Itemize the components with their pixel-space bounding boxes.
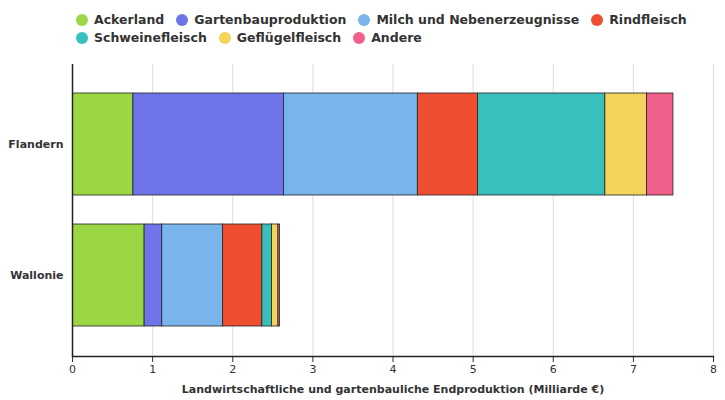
html-text:Geflügelfleisch: Geflügelfleisch <box>236 30 342 45</box>
svg-text:5: 5 <box>470 363 477 376</box>
html-text:Milch und Nebenerzeugnisse: Milch und Nebenerzeugnisse <box>376 12 580 27</box>
html-text:Rindfleisch: Rindfleisch <box>609 12 687 27</box>
html-text:Schweinefleisch: Schweinefleisch <box>94 30 207 45</box>
svg-text:7: 7 <box>630 363 637 376</box>
svg-text:Flandern: Flandern <box>8 138 63 151</box>
svg-text:3: 3 <box>309 363 316 376</box>
svg-text:2: 2 <box>229 363 236 376</box>
svg-text:0: 0 <box>69 363 76 376</box>
html-text:Ackerland: Ackerland <box>94 12 165 27</box>
svg-text:4: 4 <box>390 363 397 376</box>
svg-text:Landwirtschaftliche und garten: Landwirtschaftliche und gartenbauliche E… <box>182 383 604 396</box>
svg-text:1: 1 <box>149 363 156 376</box>
html-text:Andere: Andere <box>371 30 422 45</box>
svg-text:8: 8 <box>710 363 717 376</box>
html-text:Gartenbauproduktion: Gartenbauproduktion <box>194 12 347 27</box>
svg-text:6: 6 <box>550 363 557 376</box>
svg-text:Wallonie: Wallonie <box>10 269 63 282</box>
